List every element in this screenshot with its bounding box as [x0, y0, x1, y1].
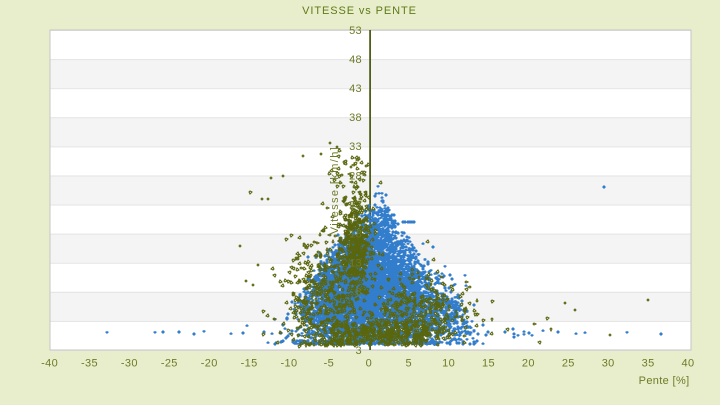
svg-text:-20: -20 — [201, 358, 218, 370]
svg-text:40: 40 — [682, 358, 695, 370]
svg-text:53: 53 — [349, 25, 362, 37]
svg-text:13: 13 — [349, 258, 362, 270]
svg-text:18: 18 — [349, 228, 362, 240]
svg-text:25: 25 — [562, 358, 575, 370]
svg-text:Vitesse [km/h]: Vitesse [km/h] — [329, 146, 341, 234]
svg-text:0: 0 — [366, 358, 372, 370]
svg-text:3: 3 — [356, 345, 362, 357]
svg-text:8: 8 — [356, 287, 362, 299]
svg-text:-15: -15 — [241, 358, 258, 370]
svg-text:-10: -10 — [281, 358, 298, 370]
svg-text:Pente [%]: Pente [%] — [639, 375, 690, 387]
svg-text:20: 20 — [522, 358, 535, 370]
svg-text:-35: -35 — [81, 358, 98, 370]
svg-text:28: 28 — [349, 170, 362, 182]
svg-text:-30: -30 — [121, 358, 138, 370]
svg-text:23: 23 — [349, 199, 362, 211]
svg-text:-40: -40 — [41, 358, 58, 370]
svg-text:-25: -25 — [161, 358, 178, 370]
svg-text:33: 33 — [349, 141, 362, 153]
svg-text:30: 30 — [602, 358, 615, 370]
svg-text:5: 5 — [405, 358, 411, 370]
svg-text:38: 38 — [349, 112, 362, 124]
svg-text:35: 35 — [642, 358, 655, 370]
svg-text:-5: -5 — [324, 358, 334, 370]
svg-text:15: 15 — [482, 358, 495, 370]
svg-text:VITESSE vs PENTE: VITESSE vs PENTE — [302, 5, 417, 17]
svg-text:48: 48 — [349, 54, 362, 66]
svg-text:43: 43 — [349, 83, 362, 95]
svg-text:10: 10 — [442, 358, 455, 370]
